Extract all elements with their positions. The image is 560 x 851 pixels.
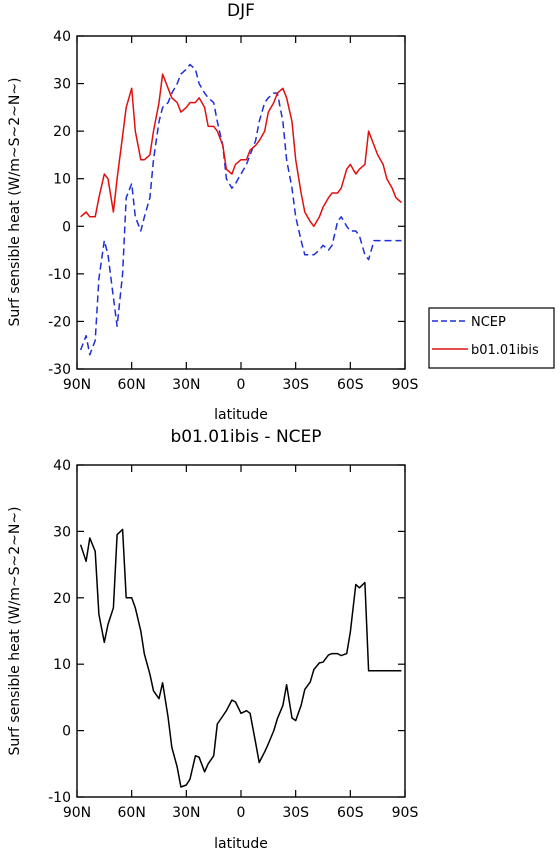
y-axis-label: Surf sensible heat (W/m~S~2~N~): [7, 506, 23, 755]
y-tick-label: 10: [53, 657, 71, 673]
x-tick-label: 90S: [392, 805, 419, 821]
chart-title: b01.01ibis - NCEP: [170, 427, 321, 447]
y-tick-label: -10: [48, 267, 71, 283]
series-line: [79, 528, 402, 788]
axis-ticks: -30 -20 -10 0 10 20 30 40 90N 60N 30N 0 30S 60S 90S: [48, 29, 418, 393]
chart-title: DJF: [227, 1, 255, 21]
legend-label-b01: b01.01ibis: [471, 343, 539, 358]
x-tick-label: 90N: [63, 805, 91, 821]
y-tick-label: 30: [53, 77, 71, 93]
legend: NCEP b01.01ibis: [428, 307, 555, 369]
x-tick-label: 60S: [337, 805, 364, 821]
plot-frame: [76, 35, 406, 370]
x-tick-label: 90N: [63, 377, 91, 393]
x-tick-label: 0: [237, 377, 246, 393]
x-tick-label: 30N: [172, 805, 200, 821]
panel-top: DJF -30 -20 -10 0 10 20 30 40 90N 60N 30N 0 30S 60S 90…: [7, 1, 555, 423]
y-tick-label: 0: [62, 219, 71, 235]
legend-box: [428, 307, 555, 369]
x-tick-label: 60S: [337, 377, 364, 393]
x-tick-label: 60N: [118, 377, 146, 393]
x-tick-label: 30S: [282, 805, 309, 821]
plot-lines: [79, 63, 402, 356]
panel-bottom: b01.01ibis - NCEP -10 0 10 20 30 40 90N 60N 30N 0…: [7, 427, 418, 851]
x-tick-label: 30N: [172, 377, 200, 393]
y-tick-label: 20: [53, 591, 71, 607]
x-tick-label: 0: [237, 805, 246, 821]
y-tick-label: -30: [48, 362, 71, 378]
y-tick-label: 40: [53, 458, 71, 474]
y-tick-label: -10: [48, 790, 71, 806]
y-tick-label: 20: [53, 124, 71, 140]
x-axis-label: latitude: [214, 407, 268, 423]
y-axis-label: Surf sensible heat (W/m~S~2~N~): [7, 77, 23, 326]
x-tick-label: 30S: [282, 377, 309, 393]
series-line-ncep: [79, 63, 402, 356]
y-tick-label: 30: [53, 524, 71, 540]
plot-frame: [76, 464, 406, 798]
x-tick-label: 90S: [392, 377, 419, 393]
legend-label-ncep: NCEP: [471, 315, 506, 330]
y-tick-label: -20: [48, 314, 71, 330]
plot-lines: [79, 528, 402, 788]
y-tick-label: 40: [53, 29, 71, 45]
series-line-b01-01ibis: [80, 73, 402, 228]
axis-ticks: -10 0 10 20 30 40 90N 60N 30N 0 30S 60S 90S: [48, 458, 418, 821]
x-tick-label: 60N: [118, 805, 146, 821]
x-axis-label: latitude: [214, 836, 268, 851]
y-tick-label: 0: [62, 724, 71, 740]
y-tick-label: 10: [53, 172, 71, 188]
